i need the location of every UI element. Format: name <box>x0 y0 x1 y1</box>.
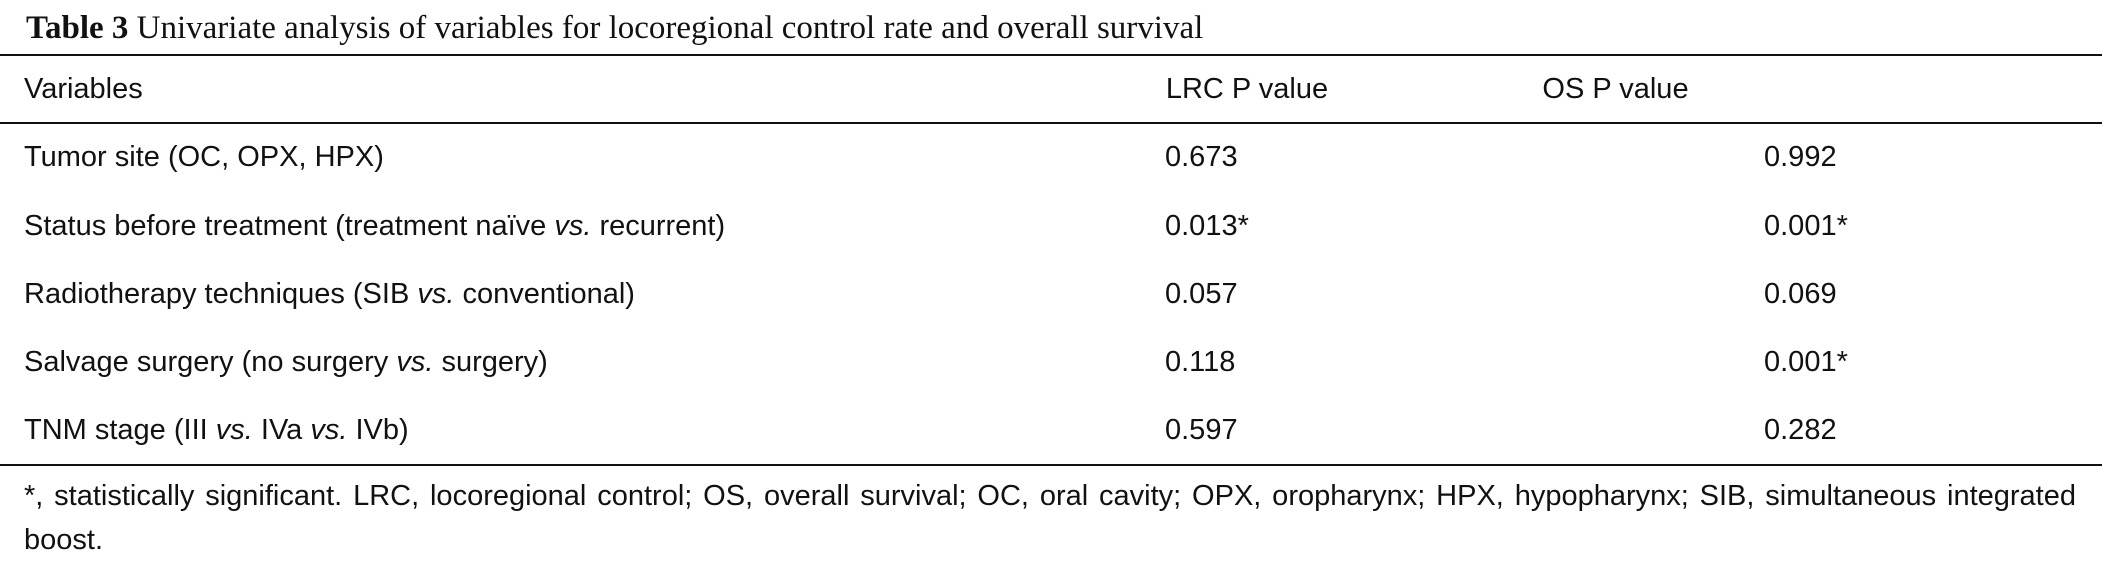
table-footnote: *, statistically significant. LRC, locor… <box>24 480 2076 556</box>
table-row: Tumor site (OC, OPX, HPX) 0.673 0.992 <box>0 122 2102 192</box>
cell-variable: Status before treatment (treatment naïve… <box>0 192 1005 260</box>
table-header-rule <box>0 122 2102 124</box>
table-header-row: Variables LRC P value OS P value <box>0 56 2102 122</box>
table-top-rule <box>0 54 2102 56</box>
variable-text: conventional) <box>454 277 635 310</box>
cell-os-p-value: 0.001* <box>1764 209 1848 242</box>
variable-text-italic: vs. <box>396 345 434 378</box>
cell-lrc-p-value: 0.118 <box>1165 345 1236 378</box>
cell-lrc-p-value: 0.597 <box>1165 413 1238 446</box>
results-table: Variables LRC P value OS P value Tumor s… <box>0 56 2102 464</box>
cell-lrc-p-value: 0.057 <box>1165 277 1238 310</box>
variable-text: Radiotherapy techniques (SIB <box>24 277 418 310</box>
cell-variable: Radiotherapy techniques (SIB vs. convent… <box>0 260 1005 328</box>
header-variables: Variables <box>24 72 143 105</box>
table-body: Tumor site (OC, OPX, HPX) 0.673 0.992 Statu… <box>0 122 2102 464</box>
table-caption: Table 3 Univariate analysis of variables… <box>26 6 1203 50</box>
cell-os-p-value: 0.282 <box>1764 413 1837 446</box>
variable-text: Salvage surgery (no surgery <box>24 345 397 378</box>
table-bottom-rule <box>0 464 2102 466</box>
cell-lrc-p-value: 0.013* <box>1165 209 1249 242</box>
cell-os-p-value: 0.069 <box>1764 277 1837 310</box>
cell-os-p-value: 0.992 <box>1764 140 1837 173</box>
variable-text-italic: vs. <box>417 277 455 310</box>
table-caption-label: Table 3 <box>26 10 129 46</box>
header-os-p-value-text: OS P value <box>1542 72 1689 105</box>
cell-variable: Tumor site (OC, OPX, HPX) <box>0 122 1005 192</box>
cell-variable: TNM stage (III vs. IVa vs. IVb) <box>0 396 1005 464</box>
cell-os-p-value: 0.001* <box>1764 345 1848 378</box>
variable-text: TNM stage (III <box>24 413 216 446</box>
variable-text: IVa <box>252 413 311 446</box>
cell-lrc-p-value: 0.673 <box>1165 140 1238 173</box>
variable-text-italic: vs. <box>215 413 253 446</box>
table-row: Status before treatment (treatment naïve… <box>0 192 2102 260</box>
header-lrc-p-value: LRC P value <box>1005 56 1413 122</box>
variable-text: Tumor site (OC, OPX, HPX) <box>24 140 384 173</box>
variable-text-italic: vs. <box>554 209 592 242</box>
header-lrc-p-value-text: LRC P value <box>1165 72 1329 105</box>
variable-text-italic: vs. <box>310 413 348 446</box>
table-row: Radiotherapy techniques (SIB vs. convent… <box>0 260 2102 328</box>
variable-text: Status before treatment (treatment naïve <box>24 209 555 242</box>
table-row: TNM stage (III vs. IVa vs. IVb) 0.597 0.28… <box>0 396 2102 464</box>
header-os-p-value: OS P value <box>1413 56 2102 122</box>
cell-variable: Salvage surgery (no surgery vs. surgery) <box>0 328 1005 396</box>
variable-text: recurrent) <box>591 209 726 242</box>
table-caption-text: Univariate analysis of variables for loc… <box>136 10 1204 46</box>
variable-text: surgery) <box>433 345 548 378</box>
table-row: Salvage surgery (no surgery vs. surgery)… <box>0 328 2102 396</box>
variable-text: IVb) <box>347 413 409 446</box>
